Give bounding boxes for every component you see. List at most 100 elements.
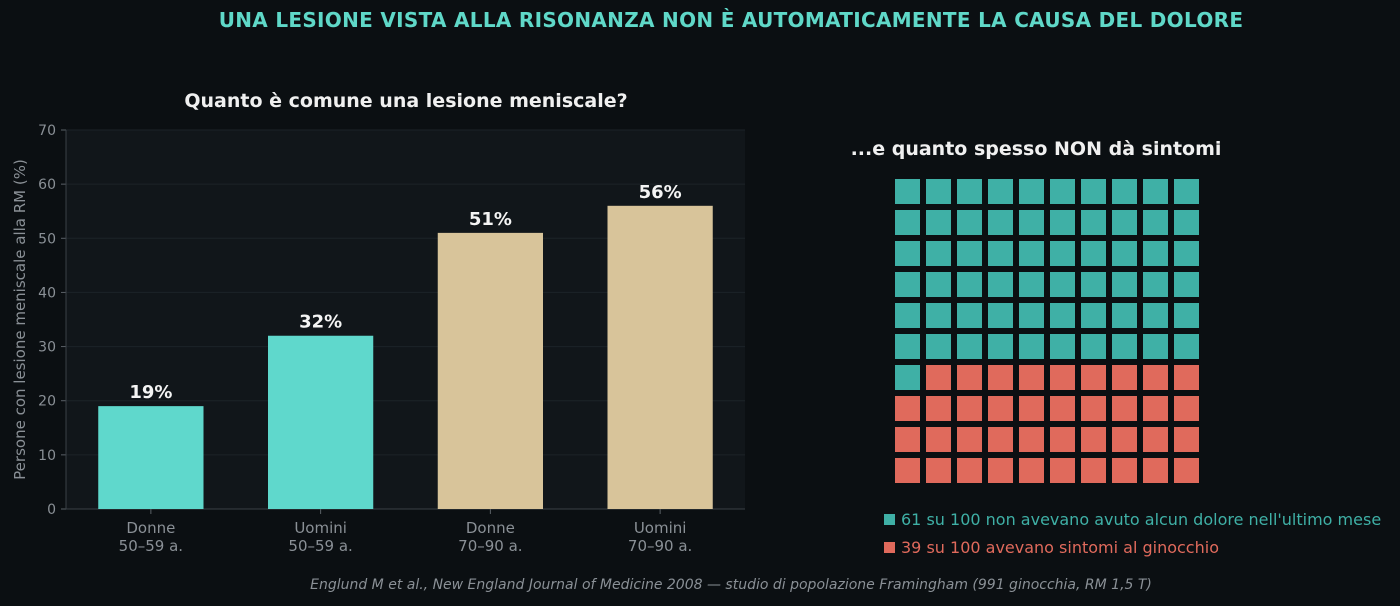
waffle-cell	[957, 427, 982, 452]
waffle-cell	[895, 210, 920, 235]
waffle-cell	[1174, 396, 1199, 421]
waffle-cell	[1112, 272, 1137, 297]
x-tick-label: 70–90 a.	[628, 537, 692, 555]
y-tick-label: 0	[47, 502, 56, 518]
waffle-cell	[1081, 272, 1106, 297]
waffle-cell	[988, 334, 1013, 359]
waffle-cell	[1050, 303, 1075, 328]
legend-symptoms: 39 su 100 avevano sintomi al ginocchio	[884, 538, 1219, 557]
waffle-cell	[1050, 427, 1075, 452]
y-tick-label: 40	[38, 285, 56, 301]
waffle-cell	[1019, 210, 1044, 235]
waffle-cell	[1081, 303, 1106, 328]
waffle-cell	[1143, 458, 1168, 483]
waffle-cell	[1143, 334, 1168, 359]
waffle-cell	[895, 365, 920, 390]
x-tick-label: Uomini	[634, 519, 687, 537]
waffle-cell	[988, 365, 1013, 390]
waffle-cell	[1081, 427, 1106, 452]
x-tick-label: 50–59 a.	[288, 537, 352, 555]
waffle-cell	[957, 210, 982, 235]
waffle-cell	[1081, 210, 1106, 235]
waffle-cell	[1174, 303, 1199, 328]
legend-label: 39 su 100 avevano sintomi al ginocchio	[901, 538, 1219, 557]
waffle-cell	[1143, 210, 1168, 235]
waffle-cell	[1143, 179, 1168, 204]
y-tick-label: 50	[38, 231, 56, 247]
waffle-cell	[1174, 210, 1199, 235]
y-axis-label: Persone con lesione meniscale alla RM (%…	[11, 159, 29, 480]
bar-value-label: 19%	[129, 382, 172, 403]
waffle-cell	[1019, 303, 1044, 328]
bar	[268, 335, 374, 509]
waffle-cell	[1019, 272, 1044, 297]
waffle-cell	[1112, 303, 1137, 328]
waffle-cell	[1081, 179, 1106, 204]
waffle-cell	[1143, 272, 1168, 297]
waffle-cell	[926, 210, 951, 235]
waffle-chart-title: ...e quanto spesso NON dà sintomi	[850, 138, 1222, 160]
bar-chart: 0 10 20 30 40 50 60 70 Persone con lesione menis…	[11, 123, 745, 555]
waffle-cell	[926, 334, 951, 359]
waffle-cell	[1019, 334, 1044, 359]
waffle-cell	[1112, 458, 1137, 483]
y-tick-label: 30	[38, 340, 56, 356]
y-tick-label: 70	[38, 123, 56, 139]
waffle-cell	[988, 427, 1013, 452]
waffle-cell	[926, 272, 951, 297]
waffle-cell	[926, 458, 951, 483]
waffle-cell	[926, 241, 951, 266]
waffle-cell	[957, 365, 982, 390]
waffle-cell	[1112, 210, 1137, 235]
y-tick-label: 60	[38, 177, 56, 193]
waffle-cell	[895, 179, 920, 204]
waffle-cell	[926, 303, 951, 328]
waffle-cell	[895, 396, 920, 421]
waffle-cell	[1081, 365, 1106, 390]
waffle-cell	[1112, 334, 1137, 359]
waffle-cell	[1174, 179, 1199, 204]
waffle-cell	[988, 396, 1013, 421]
waffle-cell	[988, 303, 1013, 328]
waffle-cell	[895, 458, 920, 483]
waffle-cell	[957, 272, 982, 297]
waffle-cell	[1081, 334, 1106, 359]
source-citation: Englund M et al., New England Journal of…	[310, 577, 1152, 593]
waffle-cell	[1081, 458, 1106, 483]
waffle-cell	[895, 334, 920, 359]
waffle-cell	[988, 272, 1013, 297]
y-tick-label: 10	[38, 448, 56, 464]
legend-swatch-icon	[884, 514, 895, 525]
waffle-cell	[1050, 334, 1075, 359]
waffle-cell	[1081, 241, 1106, 266]
waffle-cell	[926, 365, 951, 390]
waffle-cell	[1112, 396, 1137, 421]
waffle-cell	[1019, 396, 1044, 421]
bar-chart-title: Quanto è comune una lesione meniscale?	[184, 90, 628, 112]
bar-value-label: 51%	[469, 209, 512, 230]
waffle-cell	[895, 241, 920, 266]
waffle-cell	[1019, 179, 1044, 204]
waffle-cell	[957, 458, 982, 483]
waffle-cell	[895, 427, 920, 452]
waffle-cell	[1174, 241, 1199, 266]
waffle-cell	[1143, 241, 1168, 266]
x-tick-label: Donne	[466, 519, 515, 537]
waffle-cell	[1174, 458, 1199, 483]
waffle-cell	[957, 396, 982, 421]
legend-label: 61 su 100 non avevano avuto alcun dolore…	[901, 510, 1382, 529]
waffle-cell	[1112, 365, 1137, 390]
waffle-cell	[1143, 303, 1168, 328]
legend-no-symptoms: 61 su 100 non avevano avuto alcun dolore…	[884, 510, 1381, 529]
waffle-cell	[1112, 427, 1137, 452]
waffle-cell	[1019, 458, 1044, 483]
waffle-cell	[1143, 427, 1168, 452]
legend-swatch-icon	[884, 542, 895, 553]
waffle-cell	[1050, 396, 1075, 421]
waffle-cell	[988, 179, 1013, 204]
bar	[437, 232, 543, 509]
bar-value-label: 32%	[299, 312, 342, 333]
x-tick-label: 70–90 a.	[458, 537, 522, 555]
bar	[607, 205, 713, 510]
waffle-cell	[1081, 396, 1106, 421]
